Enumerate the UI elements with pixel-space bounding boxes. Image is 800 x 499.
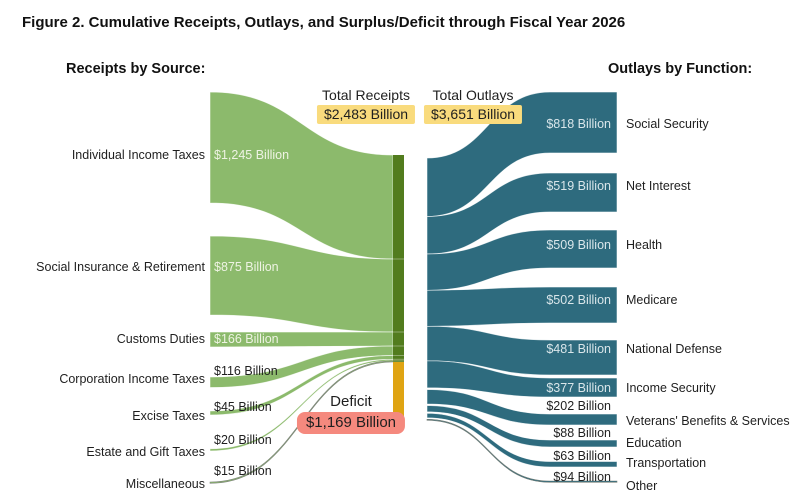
receipt-value-individual-income-taxes: $1,245 Billion: [214, 148, 290, 162]
flow-outlay-medicare: [426, 286, 618, 327]
flow-outlay-national-defense: [426, 325, 618, 376]
outlay-value-national-defense: $481 Billion: [546, 342, 611, 356]
receipt-label-social-insurance-retirement: Social Insurance & Retirement: [36, 260, 205, 274]
deficit-title: Deficit: [330, 393, 372, 410]
flow-outlay-social-security: [426, 91, 618, 217]
outlay-label-income-security: Income Security: [626, 381, 716, 395]
flow-outlay-health: [426, 229, 618, 291]
receipt-label-excise-taxes: Excise Taxes: [132, 409, 205, 423]
deficit-block: Deficit $1,169 Billion: [296, 393, 406, 434]
outlay-label-veterans-benefits-services: Veterans' Benefits & Services: [626, 414, 790, 428]
outlay-value-income-security: $377 Billion: [546, 381, 611, 395]
receipt-value-miscellaneous: $15 Billion: [214, 464, 272, 478]
outlay-value-veterans-benefits-services: $202 Billion: [546, 399, 611, 413]
outlay-label-social-security: Social Security: [626, 117, 709, 131]
deficit-value: $1,169 Billion: [296, 412, 406, 434]
receipt-label-estate-and-gift-taxes: Estate and Gift Taxes: [86, 445, 205, 459]
total-receipts-title: Total Receipts: [322, 87, 410, 103]
receipt-value-corporation-income-taxes: $116 Billion: [214, 364, 278, 378]
receipt-value-customs-duties: $166 Billion: [214, 332, 279, 346]
outlay-label-net-interest: Net Interest: [626, 179, 691, 193]
flow-outlay-other: [426, 418, 618, 483]
receipt-value-estate-and-gift-taxes: $20 Billion: [214, 433, 272, 447]
outlay-value-education: $88 Billion: [553, 426, 611, 440]
flow-outlay-net-interest: [426, 172, 618, 255]
receipt-value-social-insurance-retirement: $875 Billion: [214, 260, 279, 274]
receipt-label-corporation-income-taxes: Corporation Income Taxes: [59, 372, 205, 386]
outlay-value-health: $509 Billion: [546, 238, 611, 252]
outlay-value-other: $94 Billion: [553, 470, 611, 484]
flow-outlay-education: [426, 405, 618, 448]
outlay-label-education: Education: [626, 436, 682, 450]
flow-outlay-veterans-benefits-services: [426, 389, 618, 426]
deficit-bar: [393, 362, 404, 418]
receipt-label-miscellaneous: Miscellaneous: [125, 477, 205, 491]
outlay-label-other: Other: [626, 479, 658, 493]
outlay-value-net-interest: $519 Billion: [546, 179, 611, 193]
outlay-value-transportation: $63 Billion: [553, 449, 611, 463]
figure-title: Figure 2. Cumulative Receipts, Outlays, …: [22, 14, 626, 31]
outlay-label-medicare: Medicare: [626, 293, 678, 307]
total-outlays-block: Total Outlays $3,651 Billion: [423, 87, 523, 124]
outlay-label-health: Health: [626, 238, 663, 252]
receipt-label-customs-duties: Customs Duties: [116, 332, 205, 346]
outlays-header: Outlays by Function:: [608, 61, 753, 77]
outlay-label-national-defense: National Defense: [626, 342, 722, 356]
outlay-value-social-security: $818 Billion: [546, 117, 611, 131]
flow-outlay-transportation: [426, 412, 618, 468]
outlay-value-medicare: $502 Billion: [546, 293, 611, 307]
total-receipts-block: Total Receipts $2,483 Billion: [316, 87, 416, 124]
receipt-label-individual-income-taxes: Individual Income Taxes: [71, 148, 205, 162]
total-receipts-bar: [393, 155, 404, 362]
receipts-header: Receipts by Source:: [66, 61, 206, 77]
total-outlays-title: Total Outlays: [432, 87, 514, 103]
total-outlays-value: $3,651 Billion: [423, 105, 523, 124]
total-receipts-value: $2,483 Billion: [316, 105, 416, 124]
flow-outlay-income-security: [426, 360, 618, 398]
outlay-label-transportation: Transportation: [626, 456, 707, 470]
receipt-value-excise-taxes: $45 Billion: [214, 400, 272, 414]
